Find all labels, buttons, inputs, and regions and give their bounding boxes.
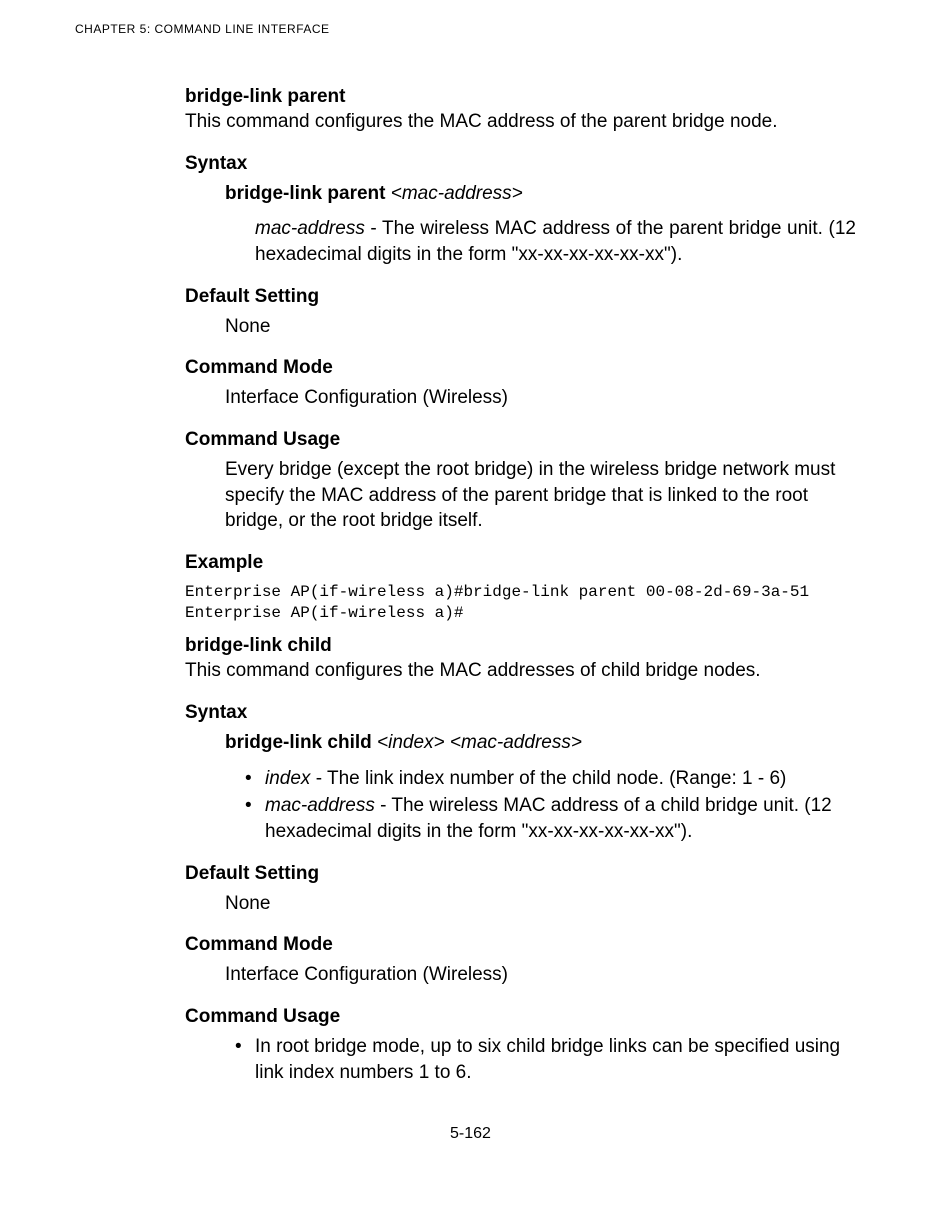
- cmd2-title: bridge-link child: [185, 635, 856, 657]
- cmd2-param-bullets: • index - The link index number of the c…: [245, 766, 856, 845]
- param-name: mac-address: [255, 218, 365, 239]
- cmd1-mode-value: Interface Configuration (Wireless): [225, 385, 856, 411]
- main-content: bridge-link parent This command configur…: [185, 86, 856, 1085]
- cmd1-title: bridge-link parent: [185, 86, 856, 108]
- bullet-text: In root bridge mode, up to six child bri…: [255, 1034, 856, 1085]
- bullet-item: • mac-address - The wireless MAC address…: [245, 793, 856, 844]
- cmd2-syntax-label: Syntax: [185, 702, 856, 724]
- cmd2-syntax-line: bridge-link child <index> <mac-address>: [225, 730, 856, 756]
- syntax-param: <mac-address>: [391, 183, 523, 204]
- bullet-item: • index - The link index number of the c…: [245, 766, 856, 792]
- cmd1-default-value: None: [225, 314, 856, 340]
- syntax-param-index: <index>: [377, 732, 445, 753]
- page-footer: 5-162: [75, 1125, 866, 1143]
- cmd1-usage-label: Command Usage: [185, 429, 856, 451]
- cmd1-syntax-line: bridge-link parent <mac-address>: [225, 181, 856, 207]
- param-name: index: [265, 768, 310, 789]
- bullet-dot-icon: •: [245, 793, 265, 844]
- cmd2-default-label: Default Setting: [185, 863, 856, 885]
- header-text: CHAPTER 5: COMMAND LINE INTERFACE: [75, 22, 330, 36]
- cmd2-desc: This command configures the MAC addresse…: [185, 659, 856, 684]
- cmd2-mode-label: Command Mode: [185, 934, 856, 956]
- page-number: 5-162: [450, 1125, 491, 1142]
- cmd1-param-desc: mac-address - The wireless MAC address o…: [255, 216, 856, 267]
- cmd1-mode-label: Command Mode: [185, 357, 856, 379]
- bullet-text: index - The link index number of the chi…: [265, 766, 856, 792]
- param-text: - The link index number of the child nod…: [310, 768, 786, 789]
- cmd1-usage-text: Every bridge (except the root bridge) in…: [225, 457, 856, 534]
- page-header: CHAPTER 5: COMMAND LINE INTERFACE: [75, 22, 866, 36]
- cmd2-mode-value: Interface Configuration (Wireless): [225, 962, 856, 988]
- cmd2-usage-label: Command Usage: [185, 1006, 856, 1028]
- syntax-keyword: bridge-link child: [225, 732, 377, 753]
- bullet-dot-icon: •: [235, 1034, 255, 1085]
- cmd1-example-code: Enterprise AP(if-wireless a)#bridge-link…: [185, 582, 856, 624]
- cmd1-syntax-label: Syntax: [185, 153, 856, 175]
- cmd1-desc: This command configures the MAC address …: [185, 110, 856, 135]
- syntax-keyword: bridge-link parent: [225, 183, 391, 204]
- cmd1-example-label: Example: [185, 552, 856, 574]
- syntax-param-mac: <mac-address>: [450, 732, 582, 753]
- bullet-dot-icon: •: [245, 766, 265, 792]
- param-name: mac-address: [265, 795, 375, 816]
- cmd1-default-label: Default Setting: [185, 286, 856, 308]
- bullet-item: • In root bridge mode, up to six child b…: [235, 1034, 856, 1085]
- bullet-text: mac-address - The wireless MAC address o…: [265, 793, 856, 844]
- cmd2-default-value: None: [225, 891, 856, 917]
- cmd2-usage-bullets: • In root bridge mode, up to six child b…: [235, 1034, 856, 1085]
